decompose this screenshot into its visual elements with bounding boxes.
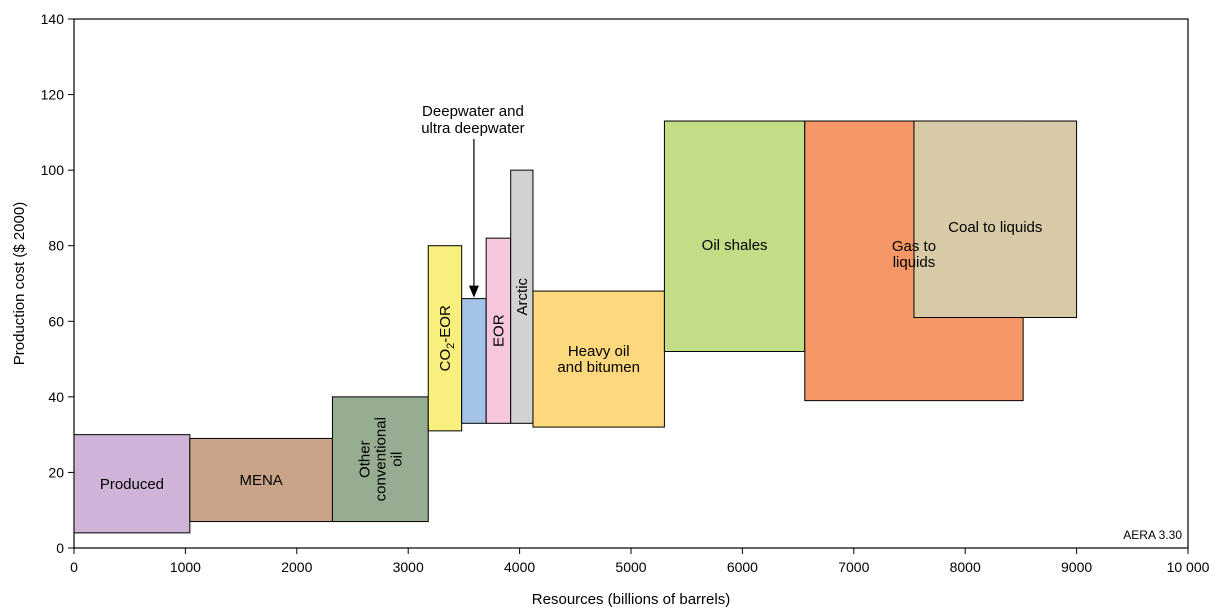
- bar-label-co2-eor: CO2-EOR: [437, 305, 457, 371]
- x-axis-title: Resources (billions of barrels): [532, 591, 730, 608]
- x-tick-label: 6000: [727, 559, 758, 575]
- bar-label-oil-shales: Oil shales: [702, 237, 768, 254]
- bar-label-arctic: Arctic: [514, 277, 531, 315]
- bar-label-heavy-oil: Heavy oil and bitumen: [557, 343, 640, 376]
- bar-label-eor: EOR: [490, 314, 507, 347]
- y-axis-title: Production cost ($ 2000): [11, 202, 28, 365]
- bar-label-mena: MENA: [239, 472, 282, 489]
- y-tick-label: 140: [41, 11, 65, 27]
- bar-eor: [485, 237, 512, 424]
- bar-label-coal-to-liquids: Coal to liquids: [948, 219, 1042, 236]
- y-tick-label: 100: [41, 162, 65, 178]
- bar-deepwater: [461, 298, 487, 424]
- x-tick-label: 0: [70, 559, 78, 575]
- y-tick-label: 120: [41, 87, 65, 103]
- bar-label-produced: Produced: [100, 476, 164, 493]
- bar-heavy-oil: [532, 290, 665, 428]
- bar-label-other-conventional-oil: Otherconventionaloil: [356, 417, 405, 501]
- source-label: AERA 3.30: [1123, 528, 1182, 542]
- bar-mena: [189, 437, 333, 523]
- y-tick-label: 0: [56, 540, 64, 556]
- callout-arrow-head: [468, 285, 479, 298]
- x-tick-label: 8000: [950, 559, 981, 575]
- x-tick-label: 10 000: [1167, 559, 1210, 575]
- y-tick-label: 40: [48, 389, 64, 405]
- bar-coal-to-liquids: [913, 120, 1078, 319]
- x-tick-label: 5000: [615, 559, 646, 575]
- x-tick-label: 1000: [170, 559, 201, 575]
- y-axis: 0 20 40 60 80 100 120 140: [41, 11, 74, 556]
- x-tick-label: 2000: [281, 559, 312, 575]
- x-axis: 0 1000 2000 3000 4000 5000 6000 7000 8000 9000 10 …: [70, 548, 1210, 575]
- callout-label-line1: Deepwater and: [422, 103, 524, 120]
- x-tick-label: 9000: [1061, 559, 1092, 575]
- x-tick-label: 4000: [504, 559, 535, 575]
- y-tick-label: 80: [48, 238, 64, 254]
- y-tick-label: 20: [48, 464, 64, 480]
- bar-co2-eor: [427, 245, 463, 432]
- bars: [73, 120, 1078, 534]
- bar-labels: Produced MENA Otherconventionaloil CO2-EOR E…: [100, 219, 1043, 501]
- deepwater-callout: Deepwater and ultra deepwater: [421, 103, 525, 298]
- bar-oil-shales: [663, 120, 806, 353]
- y-tick-label: 60: [48, 313, 64, 329]
- x-tick-label: 7000: [838, 559, 869, 575]
- bar-produced: [73, 434, 191, 534]
- callout-label-line2: ultra deepwater: [421, 120, 524, 137]
- bar-label-gas-to-liquids: Gas to liquids: [892, 238, 936, 271]
- bar-other-conventional-oil: [331, 396, 429, 523]
- x-tick-label: 3000: [393, 559, 424, 575]
